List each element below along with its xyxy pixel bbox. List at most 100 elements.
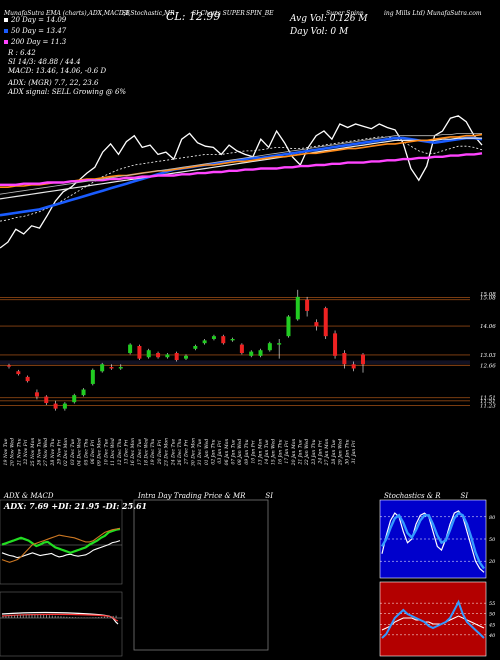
price-tick-label: 11.51 <box>480 399 496 405</box>
candle <box>128 343 133 355</box>
candle-body <box>249 351 254 356</box>
date-tick-label: 02 Jan Thu <box>211 439 217 464</box>
legend-ema50: 50 Day = 13.47 <box>4 27 66 35</box>
date-tick-label: 26 Nov Tue <box>37 438 43 466</box>
candle-body <box>62 403 67 409</box>
macd-line <box>1 611 119 625</box>
intraday-panel-frame <box>133 499 269 651</box>
close-label: CL: 12.99 <box>166 10 221 23</box>
header-left-title: MunafaSutra EMA (charts),ADX,MACD,B <box>4 10 130 17</box>
header-mid1: SI,Stochastic,MR <box>122 10 175 17</box>
candle-body <box>53 403 58 409</box>
legend-adx: ADX: (MGR) 7.7, 22, 23.6 <box>8 79 99 87</box>
date-tick-label: 09 Dec Mon <box>97 438 103 466</box>
ema-line-300-day <box>0 152 483 186</box>
candle-body <box>323 308 328 337</box>
candle-body <box>230 338 235 341</box>
candle-body <box>342 353 347 365</box>
header-mid3: SPIN_BE <box>246 10 274 17</box>
candle-body <box>239 344 244 354</box>
rsi-tick-label: 50 <box>489 612 496 618</box>
candle-body <box>267 343 272 351</box>
price-tick-label: 15.08 <box>480 292 496 298</box>
candle-body <box>305 299 310 311</box>
date-tick-label: 03 Jan Fri <box>217 440 223 464</box>
date-tick-label: 23 Dec Mon <box>164 438 170 467</box>
candle-body <box>16 371 21 375</box>
date-tick-label: 26 Dec Thu <box>177 439 183 467</box>
price-tick-label: 15.08 <box>480 295 496 301</box>
adx-series-line <box>1 527 121 554</box>
candle-body <box>295 296 300 320</box>
candle <box>62 402 67 411</box>
date-tick-label: 04 Dec Wed <box>77 438 83 466</box>
legend-r: R : 6.42 <box>8 49 36 57</box>
candle-body <box>137 346 142 359</box>
ema-line-secondary <box>0 133 482 195</box>
date-tick-label: 09 Jan Thu <box>244 439 250 464</box>
date-tick-label: 25 Nov Mon <box>30 438 36 468</box>
candle <box>314 319 319 331</box>
date-tick-label: 06 Dec Fri <box>90 439 96 464</box>
date-tick-label: 27 Jan Mon <box>324 439 330 467</box>
candle <box>249 350 254 358</box>
candle <box>7 363 11 369</box>
candle-body <box>333 333 338 356</box>
stoch-tick-label: 20 <box>488 559 496 565</box>
ema-line-50-day <box>0 136 483 217</box>
legend-si: SI 14/3: 48.88 / 44.4 <box>8 58 81 66</box>
candle-body <box>277 343 282 345</box>
candle <box>109 364 114 370</box>
candle-body <box>174 353 179 361</box>
candle-body <box>286 316 291 337</box>
price-tick-label: 11.23 <box>480 404 496 410</box>
rsi-tick-label: 40 <box>488 633 496 639</box>
date-tick-label: 01 Jan Wed <box>204 439 210 465</box>
rsi-line <box>381 599 485 639</box>
date-tick-label: 12 Dec Thu <box>117 439 123 466</box>
candle-body <box>25 376 30 382</box>
candle <box>25 375 30 383</box>
date-tick-label: 19 Dec Thu <box>150 439 156 466</box>
date-tick-label: 10 Jan Fri <box>251 440 257 464</box>
candle <box>34 389 39 400</box>
ema-line-20-day <box>0 136 483 222</box>
date-tick-label: 19 Nov Tue <box>3 438 9 465</box>
candle <box>16 369 21 376</box>
candle <box>118 364 123 370</box>
candle <box>342 350 347 369</box>
candle-body <box>258 350 263 356</box>
date-tick-label: 11 Dec Wed <box>110 438 116 466</box>
stoch-tick-label: 50 <box>489 537 496 543</box>
candle-body <box>34 392 39 397</box>
date-tick-label: 30 Jan Thu <box>344 439 350 464</box>
candle <box>146 348 151 359</box>
candle <box>267 341 272 352</box>
price-tick-label: 13.03 <box>480 353 496 359</box>
date-tick-label: 16 Dec Mon <box>130 438 136 466</box>
date-tick-label: 08 Jan Wed <box>237 439 243 465</box>
date-tick-label: 03 Dec Tue <box>70 438 76 465</box>
date-tick-label: 28 Nov Thu <box>50 438 56 466</box>
legend-macd: MACD: 13.46, 14.06, -0.6 D <box>8 67 107 75</box>
legend-ema20: 20 Day = 14.09 <box>4 16 66 24</box>
rsi-tick-label: 55 <box>489 601 495 607</box>
candle <box>221 334 226 345</box>
candle <box>361 353 365 373</box>
candle <box>44 395 49 405</box>
adx-panel-title: ADX & MACD <box>4 492 54 500</box>
date-tick-label: 17 Jan Fri <box>284 440 290 464</box>
date-tick-label: 28 Jan Tue <box>331 439 337 465</box>
price-tick-label: 14.06 <box>480 324 496 330</box>
date-tick-label: 20 Dec Fri <box>157 439 163 465</box>
date-tick-label: 14 Jan Tue <box>264 439 270 464</box>
stoch-d-line <box>380 511 485 570</box>
header-right-title: ing Mills Ltd) MunafaSutra.com <box>384 10 482 17</box>
macd-signal-line <box>1 613 119 622</box>
date-tick-label: 21 Jan Tue <box>298 439 304 465</box>
date-tick-label: 13 Dec Fri <box>124 439 130 464</box>
candle <box>305 296 310 317</box>
candle <box>295 289 300 321</box>
day-vol-label: Day Vol: 0 M <box>290 27 349 37</box>
intraday-panel-title: Intra Day Trading Price & MR SI <box>138 492 273 500</box>
